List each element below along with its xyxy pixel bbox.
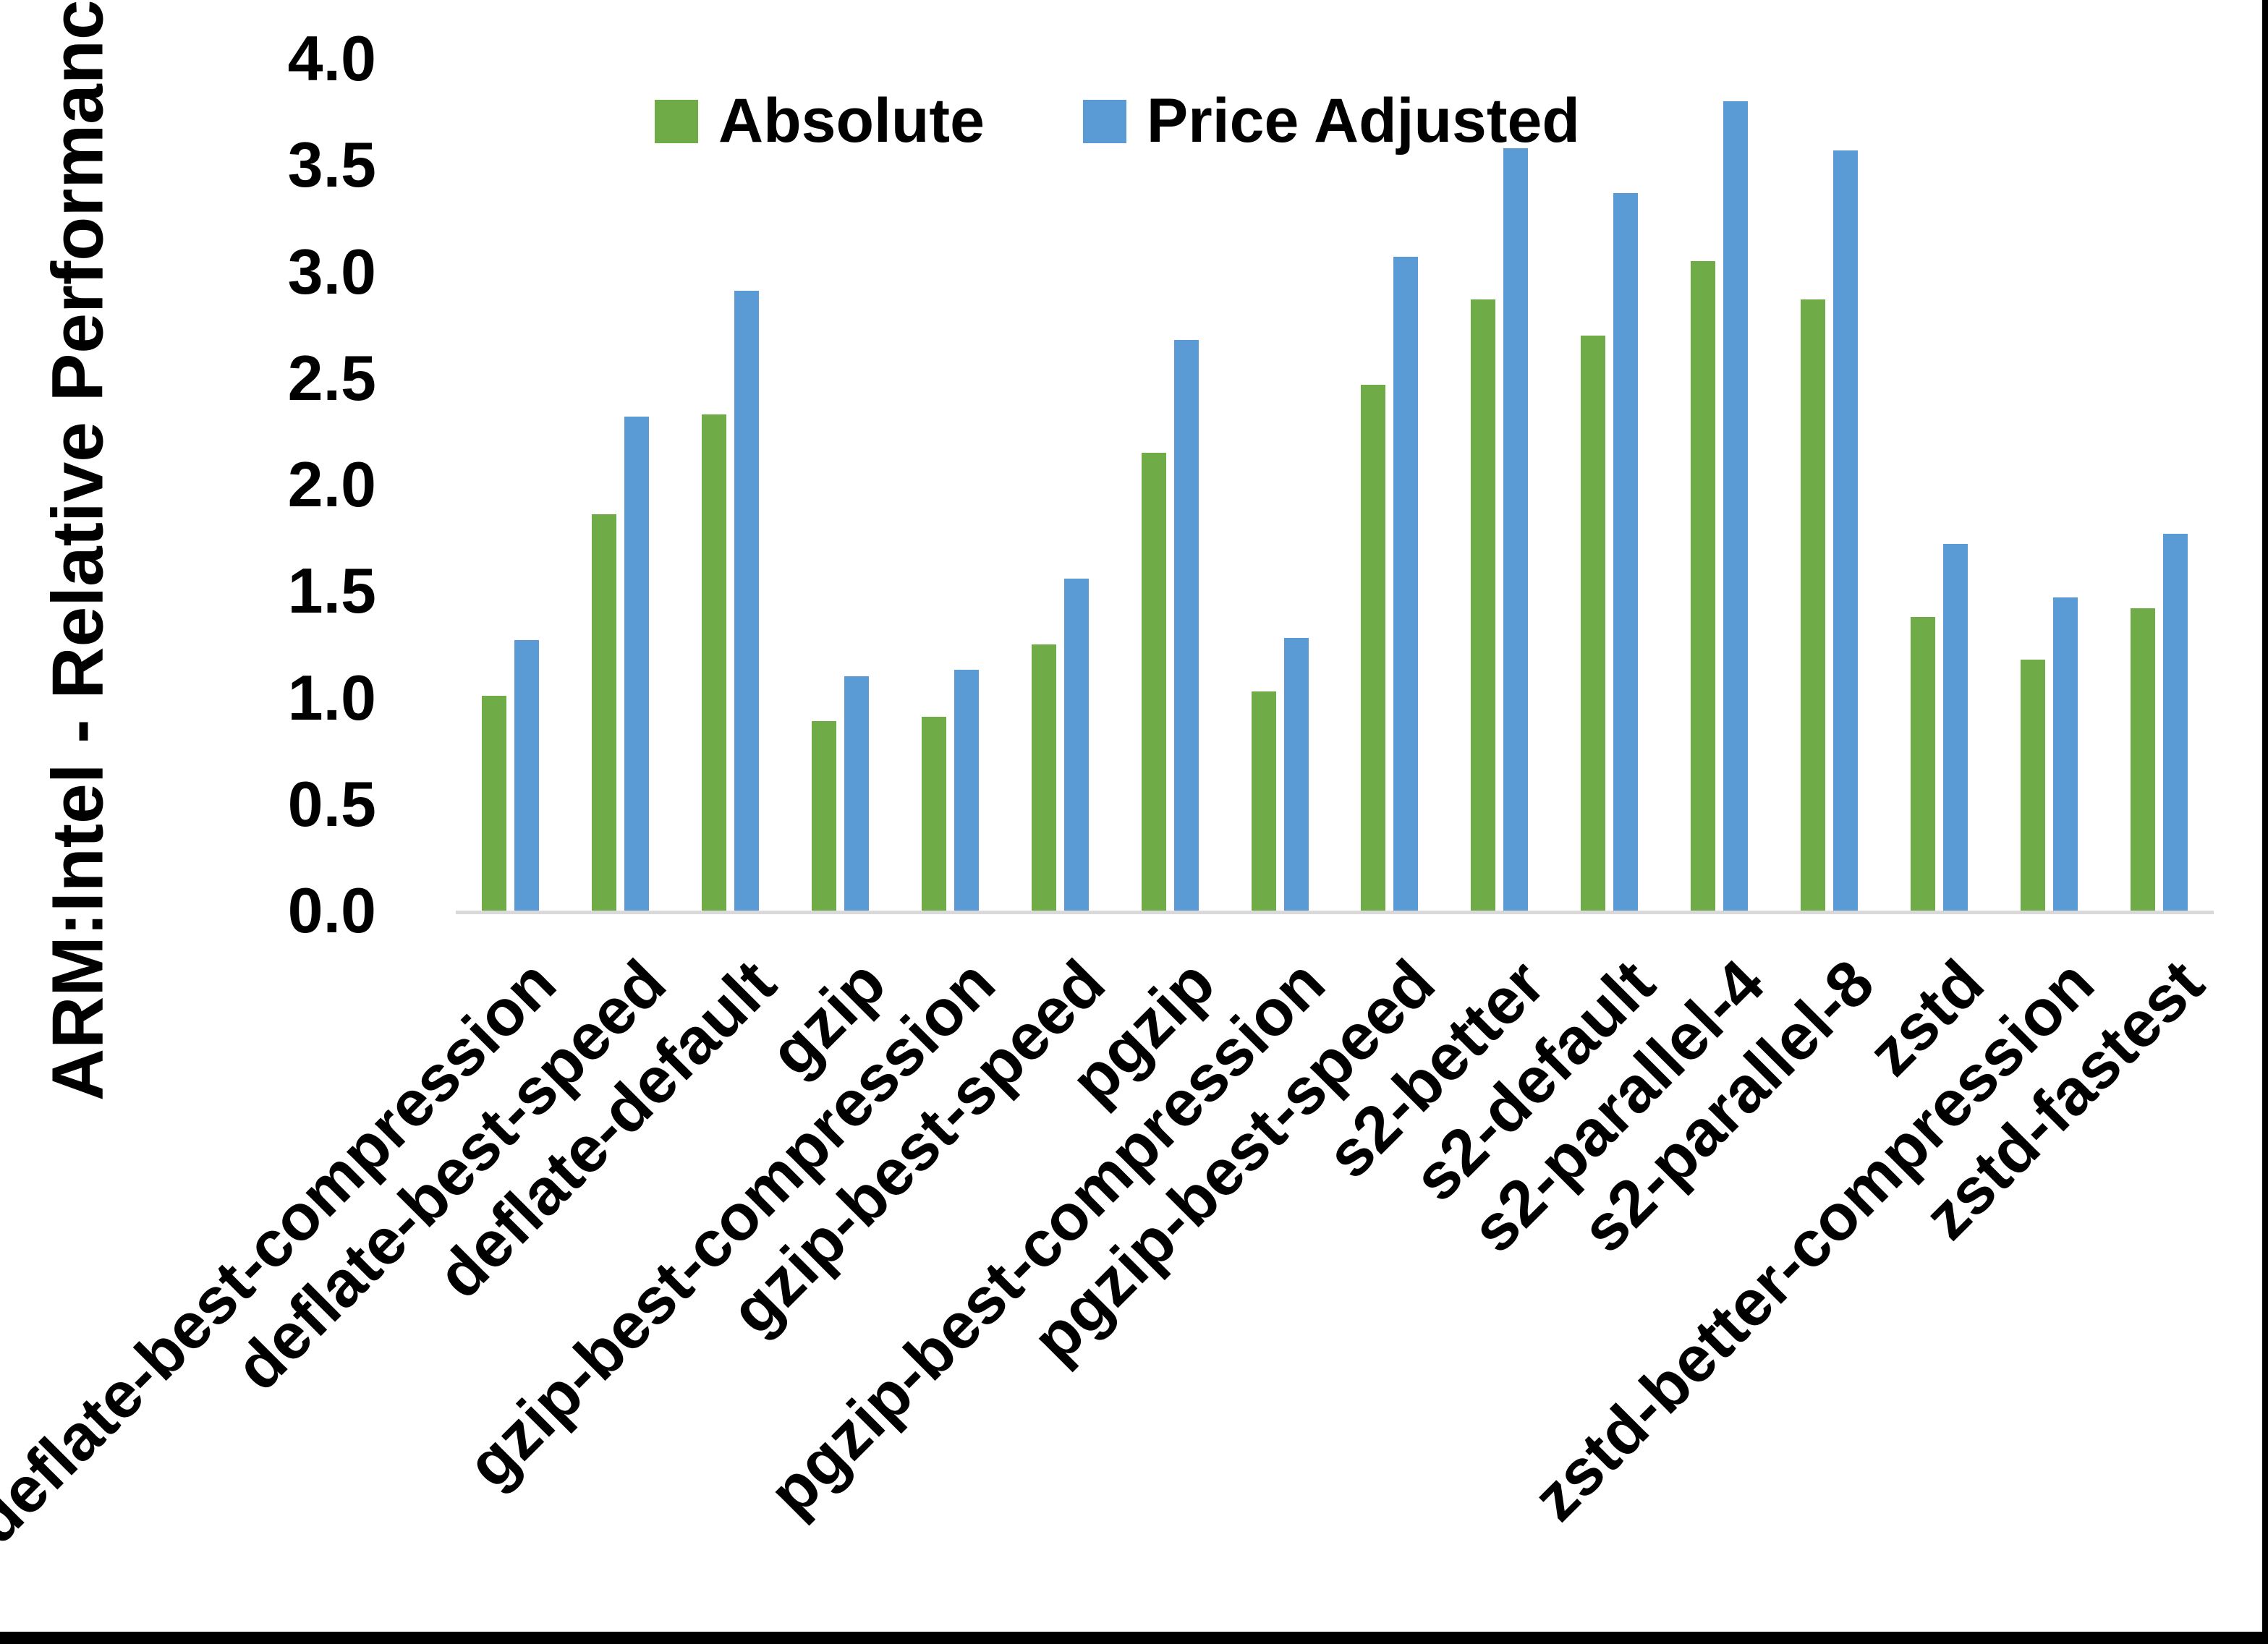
- y-tick-label-2.0: 2.0: [287, 448, 376, 520]
- y-axis-tick-labels: 4.0 3.5 3.0 2.5 2.0 1.5 1.0 0.5 0.0: [0, 22, 376, 946]
- bar-group-s2-parallel-8: [1775, 59, 1885, 911]
- y-tick-label-0.0: 0.0: [287, 874, 376, 946]
- bar-group-pgzip-best-compression: [1225, 59, 1335, 911]
- y-tick-label-3.5: 3.5: [287, 129, 376, 201]
- legend: Absolute Price Adjusted: [655, 85, 1580, 157]
- bar-group-s2-default: [1555, 59, 1665, 911]
- bar-price-adjusted-pgzip: [1173, 339, 1199, 911]
- bar-absolute-deflate-best-compression: [482, 695, 507, 911]
- y-tick-label-1.5: 1.5: [287, 555, 376, 627]
- bar-absolute-s2-better: [1471, 299, 1496, 911]
- y-tick-label-2.5: 2.5: [287, 341, 376, 414]
- bar-group-deflate-best-speed: [566, 59, 676, 911]
- bar-group-zstd: [1884, 59, 1994, 911]
- bar-absolute-s2-parallel-4: [1691, 260, 1716, 911]
- bar-price-adjusted-pgzip-best-speed: [1393, 256, 1419, 911]
- bar-absolute-zstd-better-compression: [2020, 659, 2045, 911]
- bar-group-zstd-fastest: [2104, 59, 2214, 911]
- bar-group-gzip: [786, 59, 896, 911]
- bar-absolute-pgzip-best-compression: [1251, 691, 1276, 911]
- bar-price-adjusted-gzip: [844, 676, 870, 911]
- bar-absolute-gzip-best-speed: [1031, 644, 1056, 911]
- bar-group-s2-parallel-4: [1665, 59, 1775, 911]
- bar-price-adjusted-s2-parallel-8: [1832, 150, 1858, 911]
- bar-absolute-pgzip: [1141, 452, 1166, 911]
- bar-price-adjusted-gzip-best-compression: [954, 670, 979, 911]
- bar-group-pgzip-best-speed: [1335, 59, 1445, 911]
- legend-label-price-adjusted: Price Adjusted: [1146, 86, 1580, 156]
- legend-item-absolute: Absolute: [655, 85, 985, 157]
- bar-absolute-zstd: [1910, 616, 1935, 911]
- bar-price-adjusted-pgzip-best-compression: [1283, 638, 1309, 911]
- bar-group-zstd-better-compression: [1994, 59, 2104, 911]
- bar-absolute-pgzip-best-speed: [1361, 384, 1386, 911]
- bar-price-adjusted-s2-parallel-4: [1723, 101, 1749, 911]
- bar-absolute-deflate-best-speed: [592, 514, 617, 911]
- frame-right-border: [2262, 0, 2268, 1644]
- legend-label-absolute: Absolute: [718, 86, 985, 156]
- bar-price-adjusted-zstd: [1942, 544, 1968, 911]
- frame-bottom-border: [0, 1632, 2268, 1644]
- bar-group-gzip-best-compression: [896, 59, 1006, 911]
- bar-group-deflate-best-compression: [456, 59, 566, 911]
- bar-price-adjusted-deflate-best-compression: [514, 640, 540, 911]
- bar-absolute-s2-parallel-8: [1800, 299, 1825, 911]
- bar-price-adjusted-zstd-better-compression: [2052, 597, 2078, 911]
- legend-swatch-price-adjusted: [1082, 99, 1126, 143]
- bar-group-s2-better: [1445, 59, 1555, 911]
- bar-absolute-gzip: [812, 720, 837, 911]
- bar-price-adjusted-zstd-fastest: [2162, 533, 2188, 911]
- plot-area: [456, 59, 2214, 914]
- bar-price-adjusted-deflate-best-speed: [624, 416, 650, 911]
- bar-price-adjusted-s2-default: [1613, 192, 1639, 911]
- y-tick-label-0.5: 0.5: [287, 767, 376, 840]
- y-tick-label-1.0: 1.0: [287, 661, 376, 733]
- legend-item-price-adjusted: Price Adjusted: [1082, 85, 1580, 157]
- bar-absolute-deflate-default: [702, 414, 727, 911]
- bar-group-pgzip: [1115, 59, 1225, 911]
- bar-group-gzip-best-speed: [1005, 59, 1115, 911]
- bar-price-adjusted-s2-better: [1503, 148, 1529, 911]
- y-tick-label-4.0: 4.0: [287, 22, 376, 94]
- x-axis-category-labels: deflate-best-compression deflate-best-spe…: [0, 946, 2217, 1597]
- bar-group-deflate-default: [676, 59, 786, 911]
- bar-absolute-s2-default: [1581, 335, 1606, 911]
- bar-price-adjusted-deflate-default: [734, 291, 760, 911]
- legend-swatch-absolute: [655, 99, 698, 143]
- bar-absolute-zstd-fastest: [2130, 608, 2155, 911]
- bar-absolute-gzip-best-compression: [921, 717, 946, 911]
- bar-price-adjusted-gzip-best-speed: [1063, 578, 1089, 911]
- y-tick-label-3.0: 3.0: [287, 235, 376, 307]
